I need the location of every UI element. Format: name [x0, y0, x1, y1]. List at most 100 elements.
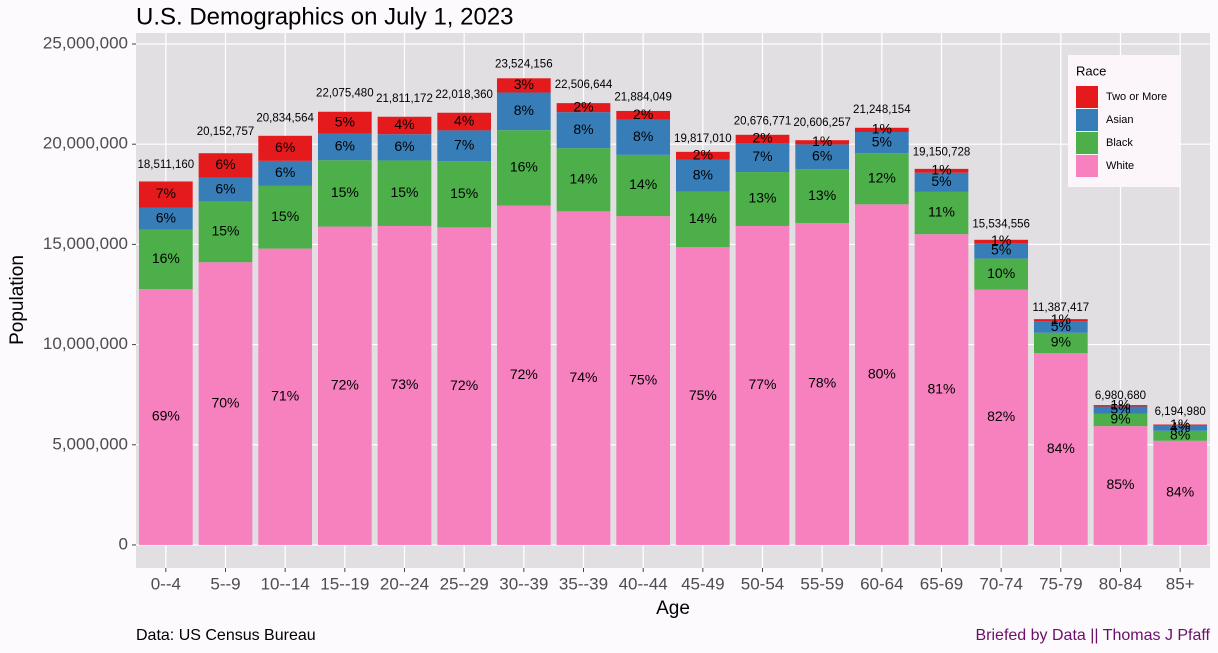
credit: Briefed by Data || Thomas J Pfaff [976, 627, 1211, 644]
segment-label: 13% [808, 187, 836, 203]
total-label: 22,506,644 [555, 79, 613, 91]
segment-label: 5% [1051, 318, 1071, 334]
legend-key [1076, 109, 1098, 131]
bar-segment [138, 229, 193, 290]
bar-segment [1093, 413, 1148, 427]
segment-label: 1% [1110, 396, 1130, 412]
bar-segment [317, 133, 372, 161]
bar-segment [914, 234, 969, 545]
segment-label: 8% [573, 121, 593, 137]
total-label: 19,150,728 [913, 146, 971, 158]
y-tick-label: 20,000,000 [43, 134, 128, 153]
x-tick-label: 25--29 [440, 574, 489, 593]
bar-segment [616, 110, 671, 120]
segment-label: 7% [454, 137, 474, 153]
x-tick-label: 60-64 [860, 574, 903, 593]
bar-segment [556, 211, 611, 545]
x-tick-label: 10--14 [261, 574, 310, 593]
bar-segment [974, 289, 1029, 545]
segment-label: 14% [569, 170, 597, 186]
x-tick-label: 0--4 [151, 574, 181, 593]
legend-label: White [1106, 160, 1134, 172]
total-label: 15,534,556 [972, 219, 1030, 231]
bar-segment [377, 160, 432, 226]
segment-label: 80% [868, 365, 896, 381]
total-label: 20,152,757 [197, 126, 255, 138]
x-tick-label: 20--24 [380, 574, 429, 593]
segment-label: 72% [331, 376, 359, 392]
bar-segment [138, 289, 193, 545]
bar-segment [138, 181, 193, 208]
total-label: 23,524,156 [495, 59, 553, 71]
segment-label: 70% [211, 394, 239, 410]
segment-label: 8% [693, 166, 713, 182]
segment-label: 77% [748, 376, 776, 392]
bar-segment [496, 130, 551, 206]
segment-label: 82% [987, 408, 1015, 424]
bar-segment [854, 204, 909, 545]
bar-segment [258, 135, 313, 161]
total-label: 20,834,564 [256, 113, 314, 125]
segment-label: 15% [211, 223, 239, 239]
segment-label: 69% [152, 408, 180, 424]
bar-segment [198, 262, 253, 545]
bar-segment [437, 227, 492, 545]
segment-label: 7% [156, 185, 176, 201]
legend-key [1076, 86, 1098, 108]
segment-label: 5% [1110, 401, 1130, 417]
segment-label: 15% [331, 184, 359, 200]
bar-segment [1033, 319, 1088, 322]
bar-segment [377, 116, 432, 135]
segment-label: 11% [928, 204, 955, 220]
legend-label: Two or More [1106, 91, 1167, 103]
bar-segment [1153, 440, 1208, 545]
segment-label: 1% [931, 161, 951, 177]
segment-label: 72% [450, 377, 478, 393]
segment-label: 81% [927, 380, 955, 396]
segment-label: 2% [573, 98, 593, 114]
bar-segment [854, 127, 909, 132]
segment-label: 12% [868, 169, 896, 185]
segment-label: 9% [1051, 334, 1071, 350]
bar-segment [1033, 332, 1088, 354]
segment-label: 73% [390, 376, 418, 392]
bar-segment [974, 258, 1029, 290]
chart-title: U.S. Demographics on July 1, 2023 [136, 3, 514, 30]
x-tick-label: 65-69 [920, 574, 963, 593]
total-label: 6,980,680 [1095, 390, 1146, 402]
segment-label: 78% [808, 375, 836, 391]
segment-label: 15% [390, 184, 418, 200]
bar-segment [1153, 430, 1208, 441]
x-tick-label: 35--39 [559, 574, 608, 593]
bar-segment [735, 225, 790, 545]
segment-label: 85% [1106, 476, 1134, 492]
bar-segment [675, 191, 730, 248]
bar-segment [675, 151, 730, 160]
bar-segment [496, 92, 551, 131]
bar-segment [914, 191, 969, 235]
bar-segment [198, 201, 253, 263]
bar-segment [258, 160, 313, 186]
segment-label: 6% [215, 156, 235, 172]
bar-segment [1153, 424, 1208, 426]
segment-label: 6% [335, 138, 355, 154]
bar-segment [795, 144, 850, 170]
panel [136, 33, 1210, 568]
segment-label: 6% [275, 164, 295, 180]
total-label: 22,018,360 [435, 89, 493, 101]
bar-segment [795, 169, 850, 223]
x-tick-label: 40--44 [619, 574, 668, 593]
y-tick-label: 10,000,000 [43, 334, 128, 353]
legend-label: Asian [1106, 114, 1134, 126]
segment-label: 1% [812, 133, 832, 149]
y-tick-label: 25,000,000 [43, 34, 128, 53]
segment-label: 74% [569, 369, 597, 385]
segment-label: 72% [510, 366, 538, 382]
segment-label: 84% [1166, 484, 1194, 500]
bar-segment [1093, 406, 1148, 414]
segment-label: 84% [1047, 440, 1075, 456]
segment-label: 13% [748, 190, 776, 206]
segment-label: 9% [1110, 411, 1130, 427]
bar-segment [1093, 405, 1148, 407]
